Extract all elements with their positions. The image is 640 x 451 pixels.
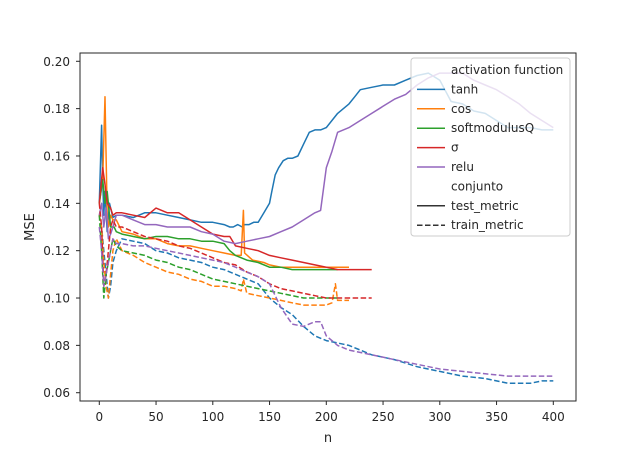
x-tick-label: 300 [428, 410, 451, 424]
y-tick-label: 0.12 [43, 244, 70, 258]
legend-entry: train_metric [451, 218, 524, 232]
legend-entry: test_metric [451, 199, 519, 213]
x-tick-label: 150 [258, 410, 281, 424]
y-tick-label: 0.08 [43, 339, 70, 353]
series-line-6 [98, 215, 349, 306]
x-tick-label: 100 [201, 410, 224, 424]
series-layer [98, 72, 554, 384]
x-tick-label: 250 [372, 410, 395, 424]
y-tick-label: 0.16 [43, 149, 70, 163]
x-tick-label: 400 [542, 410, 565, 424]
legend-entry: tanh [451, 82, 478, 96]
series-line-8 [98, 203, 372, 299]
y-axis-ticks: 0.06 0.08 0.10 0.12 0.14 0.16 0.18 0.20 [43, 55, 80, 400]
x-axis-ticks: 0 50 100 150 200 250 300 350 400 [95, 401, 565, 424]
x-tick-label: 200 [315, 410, 338, 424]
y-tick-label: 0.14 [43, 197, 70, 211]
legend-title: conjunto [451, 179, 503, 193]
plot-area-frame [79, 52, 577, 402]
legend-title: activation function [451, 63, 563, 77]
y-tick-label: 0.10 [43, 292, 70, 306]
y-tick-label: 0.18 [43, 102, 70, 116]
legend-box [410, 57, 571, 237]
series-line-5 [98, 215, 554, 384]
y-axis-label: MSE [23, 213, 38, 241]
y-tick-label: 0.06 [43, 386, 70, 400]
legend-entry: relu [451, 160, 474, 174]
x-tick-label: 0 [95, 410, 103, 424]
legend-entry: cos [451, 102, 471, 116]
x-tick-label: 350 [485, 410, 508, 424]
x-tick-label: 50 [148, 410, 163, 424]
x-axis-label: n [324, 431, 332, 446]
legend-entry: σ [451, 141, 459, 155]
series-line-1 [98, 96, 349, 268]
legend: activation function tanh cos softmodulusQ σr… [410, 57, 571, 237]
y-tick-label: 0.20 [43, 55, 70, 69]
legend-entry: softmodulusQ [451, 121, 534, 135]
